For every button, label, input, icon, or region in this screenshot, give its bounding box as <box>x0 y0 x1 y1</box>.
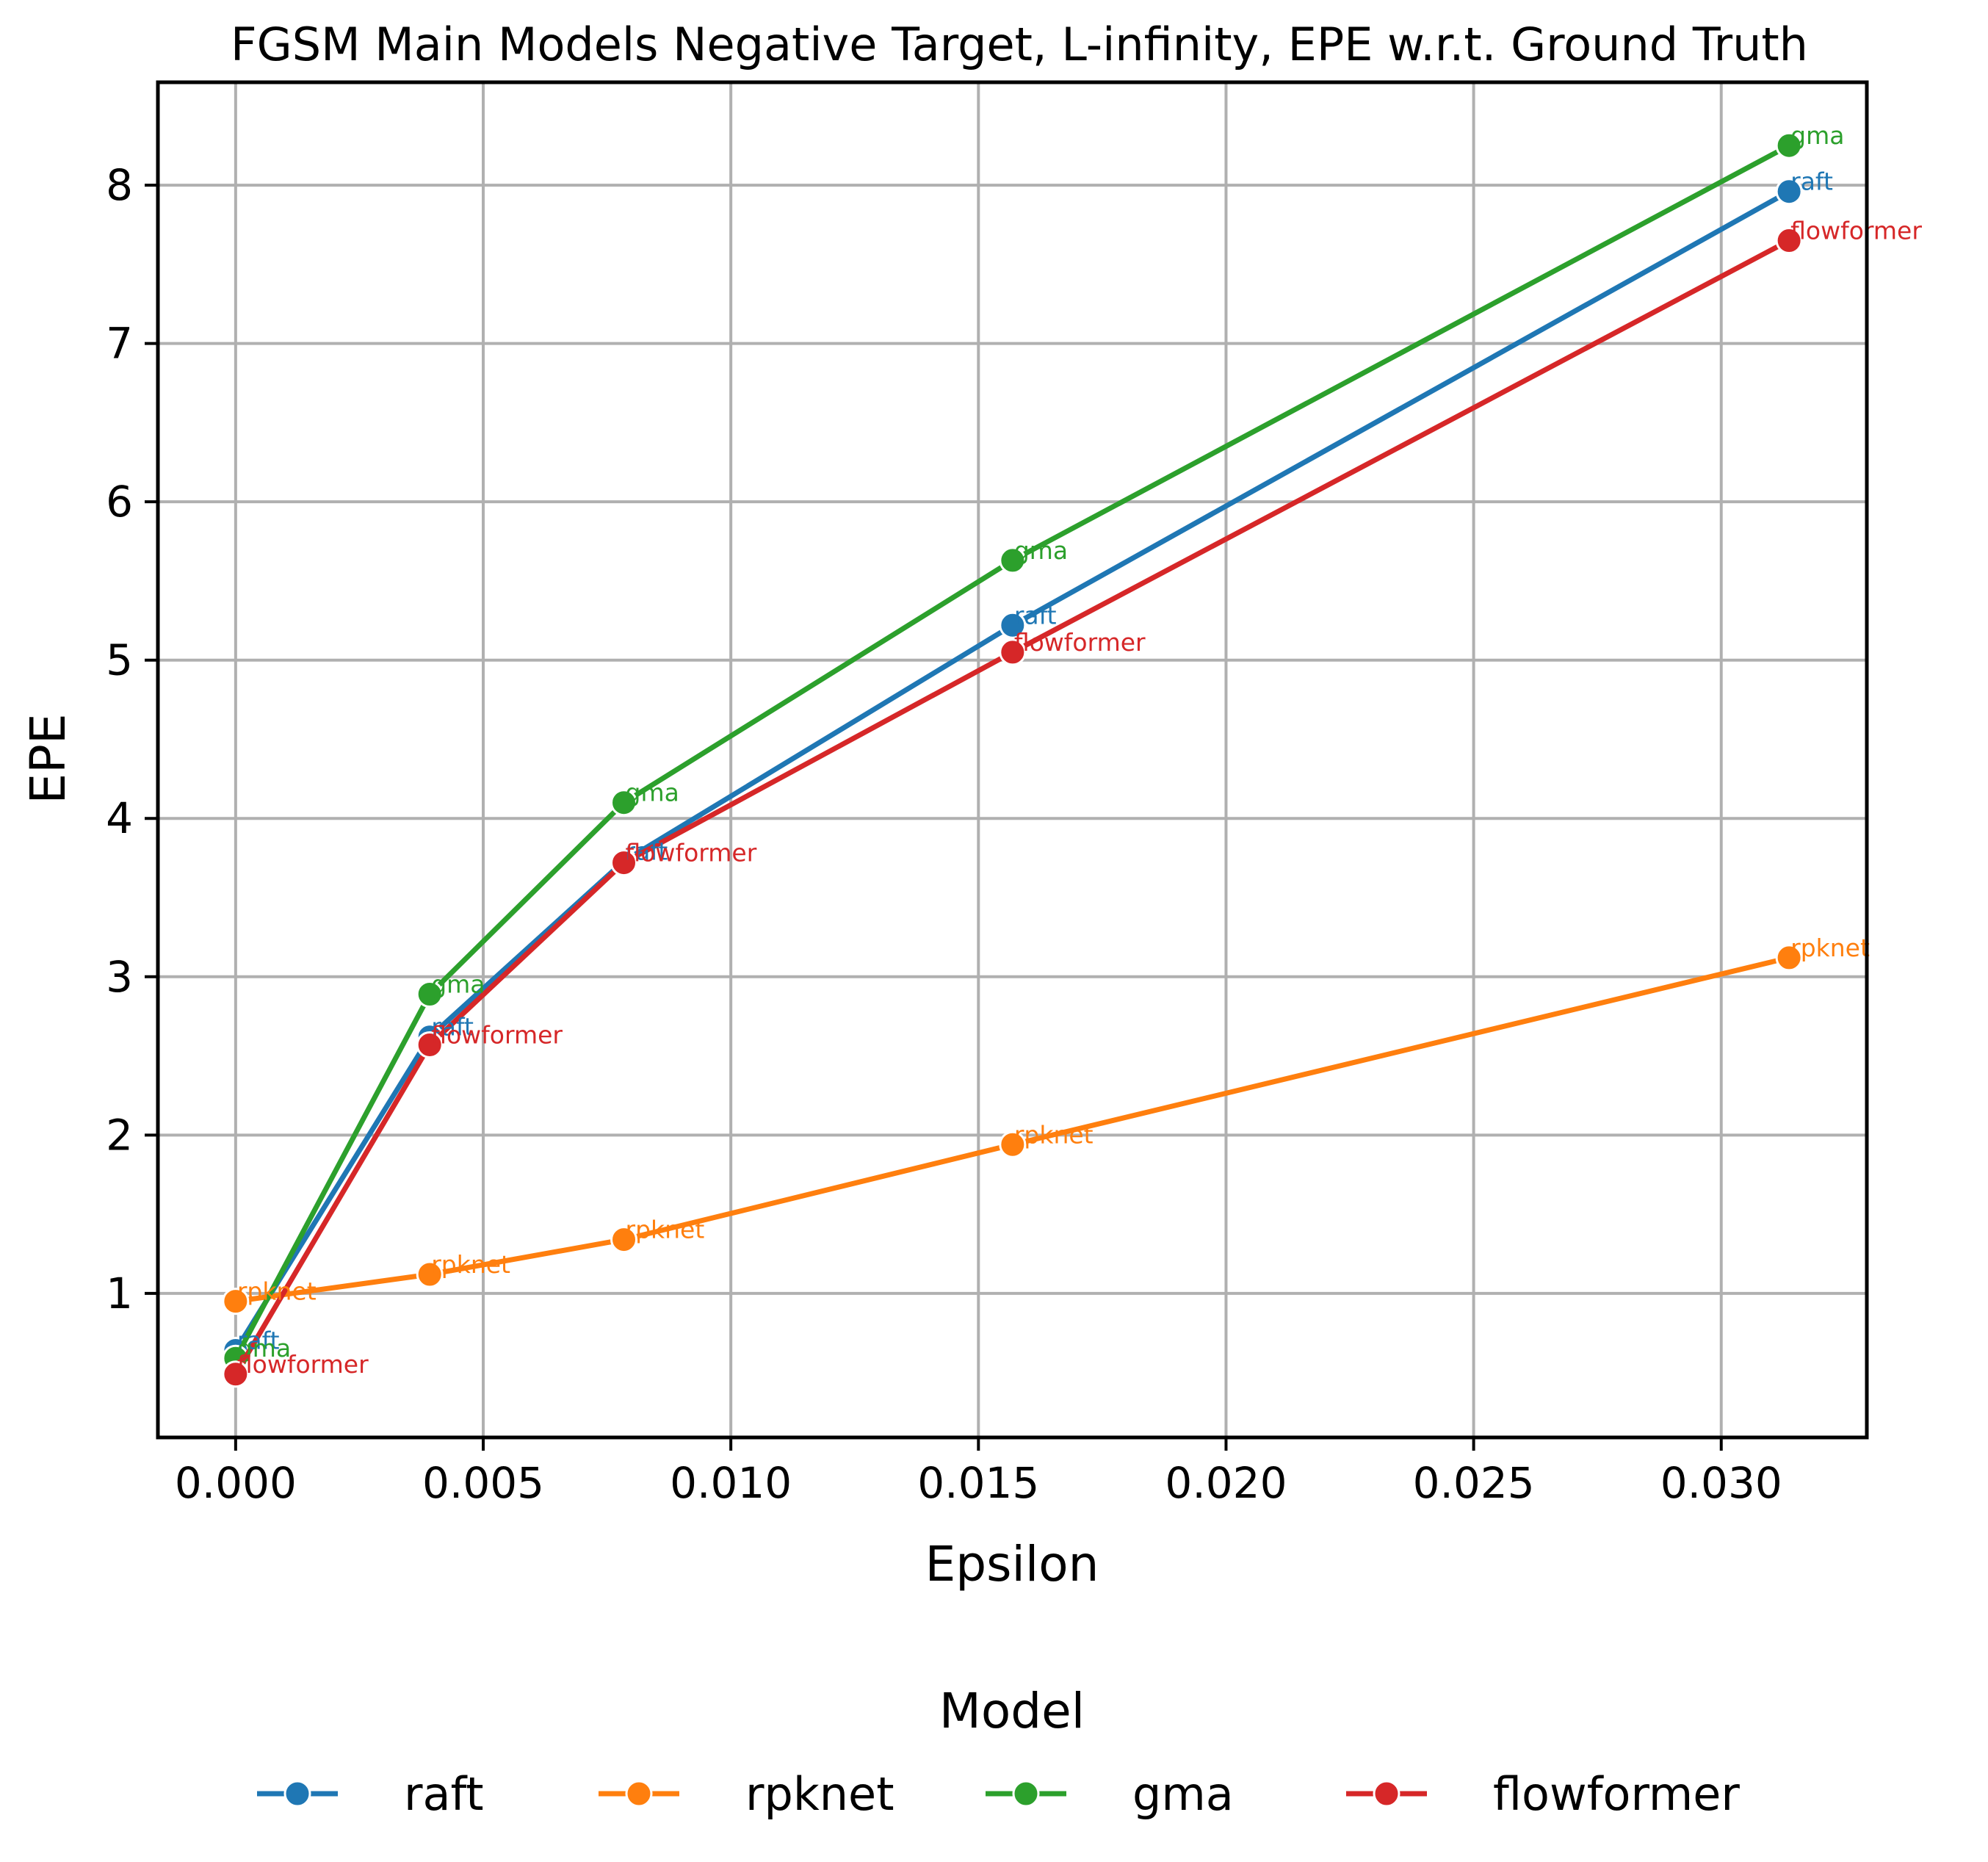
point-label-rpknet: rpknet <box>626 1216 705 1244</box>
legend: raft rpknet gma flowformer <box>257 1767 1740 1821</box>
point-label-rpknet: rpknet <box>1014 1120 1094 1149</box>
data-point-rpknet <box>999 1130 1027 1158</box>
y-tick-label: 8 <box>106 160 133 210</box>
point-label-gma: gma <box>1790 121 1844 150</box>
series-layer <box>222 131 1803 1388</box>
grid <box>158 82 1867 1437</box>
chart-title: FGSM Main Models Negative Target, L-infi… <box>231 18 1808 71</box>
point-label-gma: gma <box>1014 536 1068 565</box>
point-label-gma: gma <box>237 1334 291 1363</box>
x-tick-label: 0.000 <box>175 1458 297 1508</box>
x-tick-label: 0.015 <box>917 1458 1039 1508</box>
legend-title: Model <box>939 1683 1085 1739</box>
legend-marker-gma <box>1012 1780 1040 1808</box>
data-point-flowformer <box>999 638 1027 666</box>
data-point-rpknet <box>416 1260 444 1288</box>
plot-area-frame <box>156 80 1869 1440</box>
point-labels: raft raft raft raft raft rpknet rpknet rpknet rp… <box>237 121 1922 1379</box>
point-label-raft: raft <box>1014 601 1057 629</box>
point-label-flowformer: flowformer <box>1014 628 1146 657</box>
y-tick-label: 4 <box>106 793 133 843</box>
data-point-gma <box>610 789 638 817</box>
x-tick-label: 0.020 <box>1165 1458 1287 1508</box>
legend-marker-raft <box>283 1780 311 1808</box>
data-point-gma <box>416 980 444 1008</box>
data-point-gma <box>1775 131 1803 159</box>
x-tick-label: 0.010 <box>670 1458 792 1508</box>
data-point-raft <box>1775 178 1803 206</box>
point-label-flowformer: flowformer <box>237 1350 369 1379</box>
legend-label-rpknet: rpknet <box>745 1767 894 1821</box>
y-tick-label: 1 <box>106 1269 133 1318</box>
data-point-flowformer <box>222 1360 250 1388</box>
point-label-flowformer: flowformer <box>626 839 757 867</box>
data-point-rpknet <box>1775 944 1803 972</box>
x-tick-label: 0.025 <box>1413 1458 1535 1508</box>
legend-label-flowformer: flowformer <box>1493 1767 1740 1821</box>
y-tick-label: 5 <box>106 635 133 685</box>
x-axis-label: Epsilon <box>925 1536 1099 1592</box>
y-tick-label: 2 <box>106 1110 133 1160</box>
data-point-gma <box>999 546 1027 574</box>
legend-label-raft: raft <box>404 1767 484 1821</box>
y-axis-label: EPE <box>20 713 76 804</box>
data-point-flowformer <box>1775 227 1803 255</box>
data-point-raft <box>999 611 1027 639</box>
point-label-rpknet: rpknet <box>431 1250 510 1279</box>
legend-marker-flowformer <box>1373 1780 1400 1808</box>
point-label-rpknet: rpknet <box>1790 934 1870 962</box>
legend-marker-rpknet <box>625 1780 653 1808</box>
point-label-flowformer: flowformer <box>1790 217 1922 245</box>
point-label-raft: raft <box>237 1326 280 1354</box>
point-label-flowformer: flowformer <box>431 1020 563 1049</box>
legend-label-gma: gma <box>1132 1767 1234 1821</box>
data-point-rpknet <box>610 1226 638 1254</box>
point-label-gma: gma <box>626 779 679 807</box>
ticks: 0.000 0.005 0.010 0.015 0.020 0.025 0.030 1 2 3 4 5… <box>106 160 1782 1508</box>
point-label-raft: raft <box>1790 167 1833 196</box>
point-label-raft: raft <box>626 837 668 865</box>
y-tick-label: 6 <box>106 477 133 527</box>
point-label-raft: raft <box>431 1013 474 1042</box>
point-label-rpknet: rpknet <box>237 1277 317 1306</box>
y-tick-label: 3 <box>106 952 133 1002</box>
point-label-gma: gma <box>431 970 485 998</box>
data-point-flowformer <box>416 1031 444 1058</box>
data-point-rpknet <box>222 1288 250 1316</box>
x-tick-label: 0.030 <box>1660 1458 1782 1508</box>
data-point-flowformer <box>610 849 638 877</box>
x-tick-label: 0.005 <box>422 1458 544 1508</box>
y-tick-label: 7 <box>106 319 133 369</box>
